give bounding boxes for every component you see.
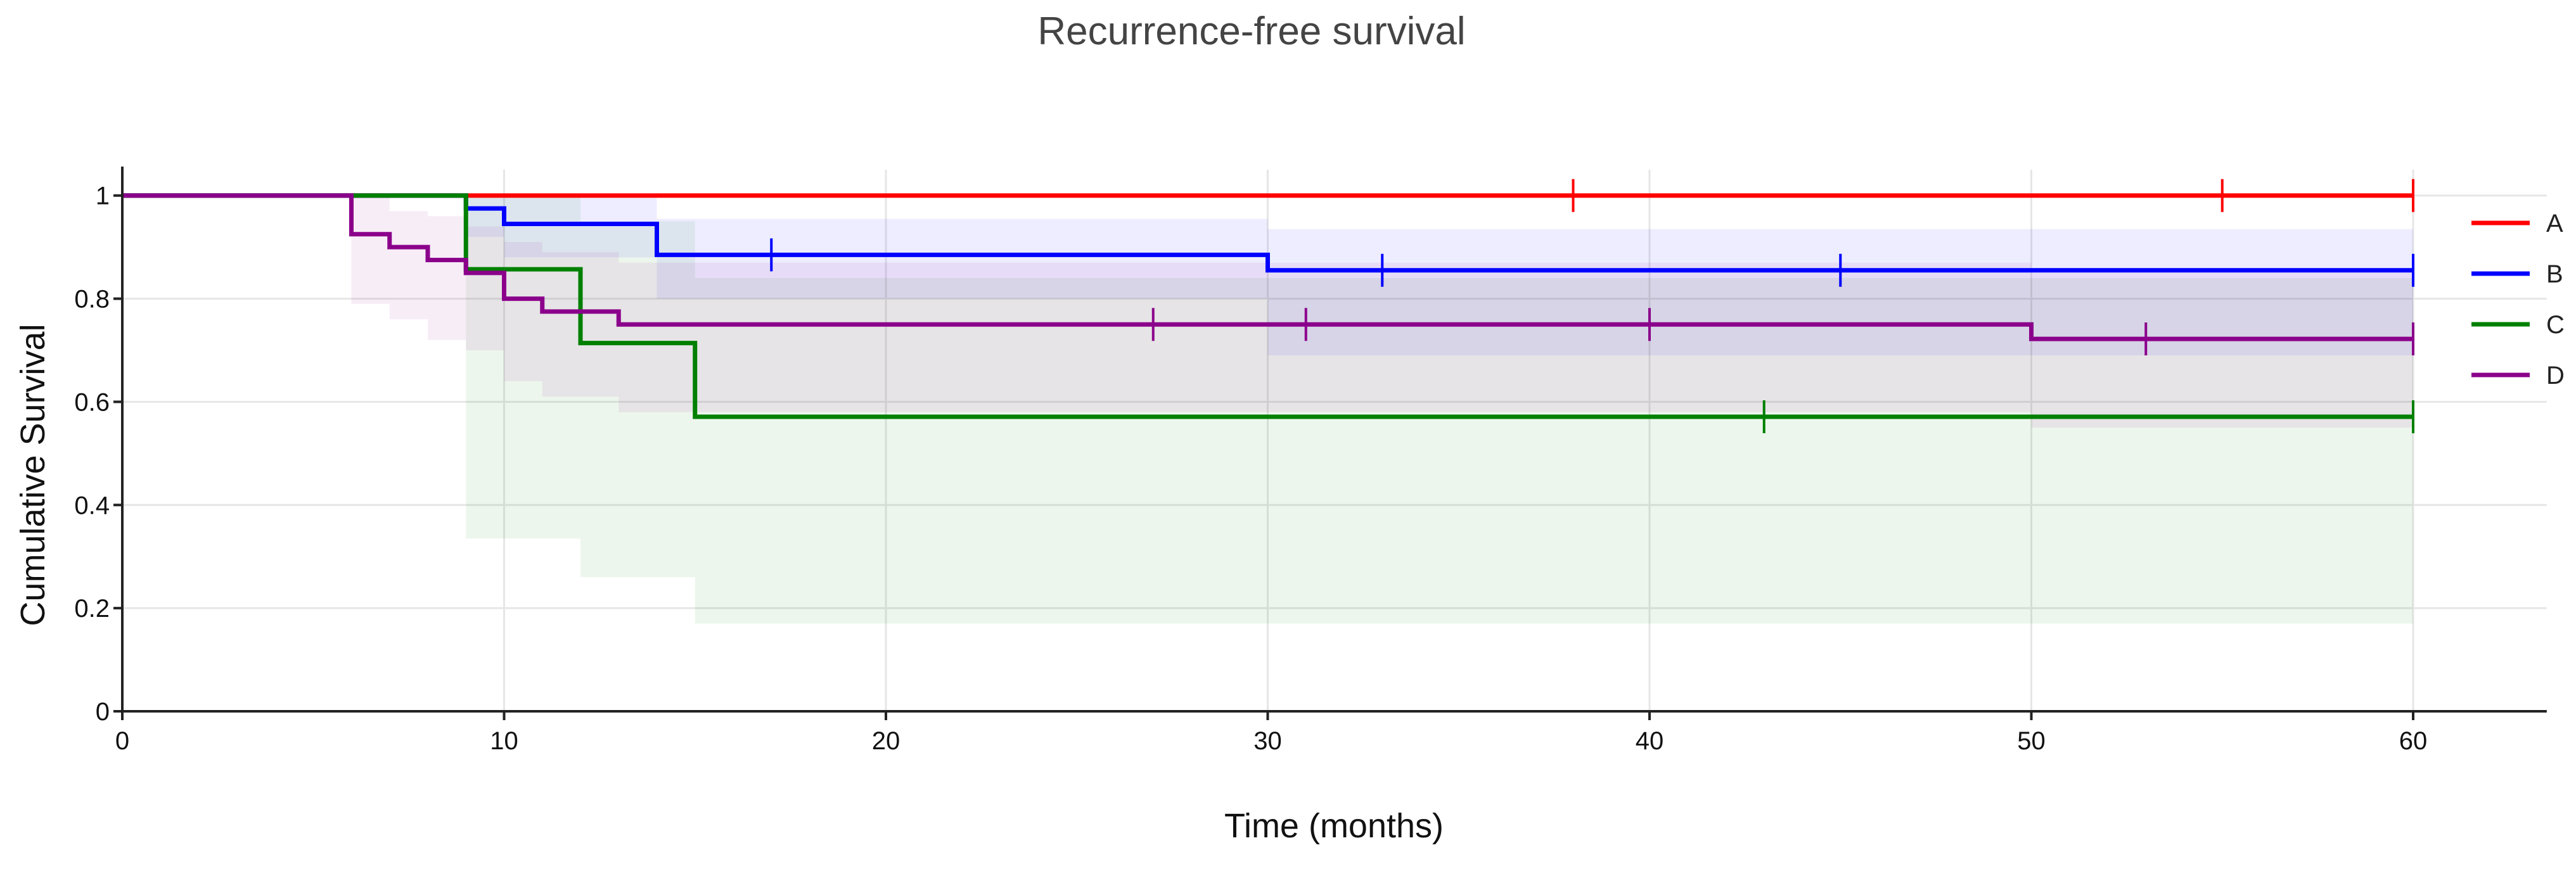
y-tick-label: 0.4	[74, 492, 110, 519]
legend-item-a[interactable]: A	[2471, 210, 2563, 238]
legend-label: B	[2546, 260, 2563, 288]
survival-curves	[122, 179, 2414, 434]
ci-band-b	[122, 195, 2413, 356]
y-tick-label: 0.6	[74, 388, 110, 416]
survival-curve-c	[122, 193, 2413, 419]
x-tick-label: 30	[1253, 727, 1282, 755]
x-tick-label: 20	[872, 727, 900, 755]
y-tick-label: 0.8	[74, 286, 110, 314]
x-tick-label: 60	[2399, 727, 2428, 755]
x-tick-label: 10	[490, 727, 518, 755]
y-tick-label: 0.2	[74, 595, 110, 623]
legend-label: D	[2546, 362, 2565, 390]
legend-item-b[interactable]: B	[2471, 260, 2563, 288]
axes: 0 10 20 30 40 50 60 0 0.2 0.4 0.6 0.8 1	[74, 167, 2547, 755]
y-tick-label: 1	[96, 182, 110, 210]
x-tick-label: 40	[1636, 727, 1664, 755]
y-axis-title: Cumulative Survival	[14, 324, 52, 626]
legend-label: C	[2546, 311, 2565, 339]
y-tick-label: 0	[96, 698, 110, 726]
chart-title: Recurrence-free survival	[1037, 10, 1465, 53]
legend-item-c[interactable]: C	[2471, 311, 2565, 339]
x-tick-label: 50	[2017, 727, 2046, 755]
x-axis-title: Time (months)	[1224, 807, 1444, 845]
survival-curve-d	[122, 193, 2413, 341]
legend-label: A	[2546, 210, 2563, 238]
legend-item-d[interactable]: D	[2471, 362, 2565, 390]
ci-band-c	[122, 195, 2413, 624]
x-tick-label: 0	[115, 727, 129, 755]
